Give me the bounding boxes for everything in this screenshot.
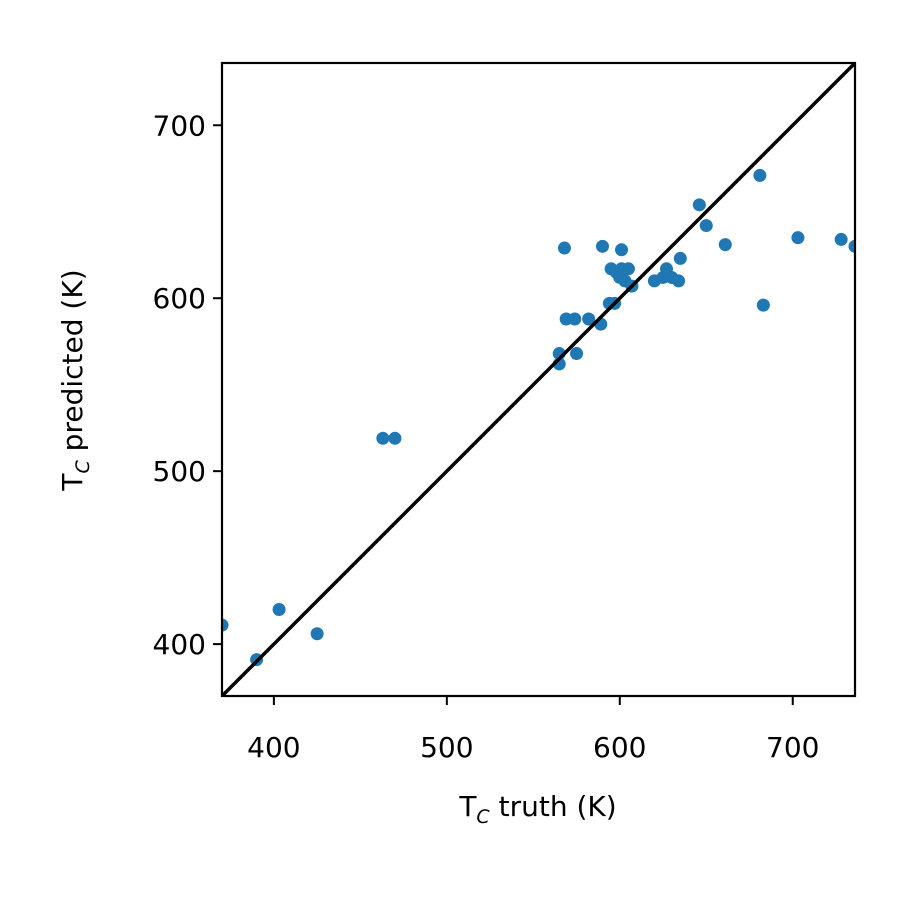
data-point bbox=[699, 219, 713, 233]
data-point bbox=[672, 274, 686, 288]
data-point bbox=[673, 251, 687, 265]
x-axis-label: TC truth (K) bbox=[458, 790, 616, 828]
y-axis-label-subscript: C bbox=[72, 460, 94, 474]
data-point bbox=[615, 243, 629, 257]
y-tick-label: 400 bbox=[153, 628, 206, 661]
data-point bbox=[388, 431, 402, 445]
identity-line bbox=[222, 63, 855, 696]
x-axis-label-subscript: C bbox=[476, 806, 490, 828]
y-tick-label: 500 bbox=[153, 455, 206, 488]
identity-line-layer bbox=[222, 63, 855, 696]
data-point bbox=[376, 431, 390, 445]
data-point bbox=[753, 168, 767, 182]
y-axis-label-main: T bbox=[56, 473, 89, 492]
data-point bbox=[582, 312, 596, 326]
y-tick-label: 700 bbox=[153, 109, 206, 142]
data-point bbox=[692, 198, 706, 212]
x-axis-ticks: 400 500 600 700 bbox=[247, 696, 819, 764]
x-tick-label: 600 bbox=[593, 731, 646, 764]
data-point bbox=[272, 603, 286, 617]
data-point bbox=[621, 262, 635, 276]
x-tick-label: 700 bbox=[766, 731, 819, 764]
data-point bbox=[570, 347, 584, 361]
data-point bbox=[834, 232, 848, 246]
y-axis-label-rest: predicted (K) bbox=[56, 269, 89, 460]
data-point bbox=[568, 312, 582, 326]
data-point bbox=[310, 627, 324, 641]
data-point bbox=[222, 618, 229, 632]
data-points bbox=[222, 168, 855, 667]
x-tick-label: 500 bbox=[420, 731, 473, 764]
x-tick-label: 400 bbox=[247, 731, 300, 764]
data-point bbox=[557, 241, 571, 255]
y-tick-label: 600 bbox=[153, 282, 206, 315]
y-axis-label: TC predicted (K) bbox=[56, 269, 94, 491]
y-axis-ticks: 400 500 600 700 bbox=[153, 109, 222, 661]
data-point bbox=[791, 231, 805, 245]
data-point bbox=[756, 298, 770, 312]
data-point bbox=[595, 239, 609, 253]
x-axis-label-rest: truth (K) bbox=[490, 790, 617, 823]
x-axis-label-main: T bbox=[458, 790, 477, 823]
data-point bbox=[718, 238, 732, 252]
data-point bbox=[848, 239, 855, 253]
plot-frame bbox=[220, 61, 857, 698]
